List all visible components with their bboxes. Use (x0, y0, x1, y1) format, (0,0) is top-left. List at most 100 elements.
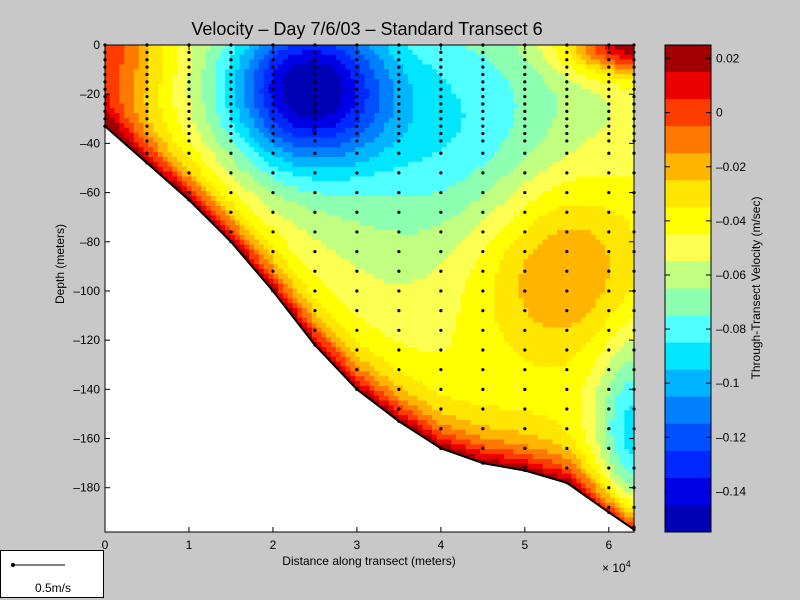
contour-cell (465, 93, 472, 100)
contour-cell (138, 54, 145, 61)
contour-cell (302, 93, 308, 100)
contour-cell (369, 327, 375, 333)
contour-cell (292, 239, 298, 246)
contour-cell (364, 88, 371, 95)
contour-cell (374, 337, 380, 343)
contour-cell (105, 79, 111, 85)
contour-cell (282, 264, 289, 270)
contour-cell (191, 118, 197, 124)
contour-cell (494, 147, 500, 153)
contour-cell (427, 249, 433, 256)
contour-cell (364, 303, 371, 309)
contour-cell (355, 225, 361, 231)
contour-cell (403, 49, 409, 56)
contour-cell (129, 83, 135, 90)
contour-cell (484, 371, 491, 377)
contour-cell (470, 361, 476, 368)
contour-cell (422, 400, 428, 406)
contour-cell (138, 88, 145, 95)
contour-cell (278, 93, 284, 100)
contour-cell (210, 152, 217, 158)
contour-cell (494, 161, 500, 168)
contour-cell (234, 74, 241, 80)
contour-cell (417, 244, 423, 251)
contour-cell (186, 98, 193, 105)
contour-cell (215, 49, 222, 56)
contour-cell (210, 191, 217, 197)
contour-cell (249, 195, 255, 202)
contour-cell (451, 269, 457, 275)
contour-cell (460, 312, 467, 319)
contour-cell (302, 166, 308, 173)
contour-cell (432, 376, 438, 382)
contour-cell (355, 381, 361, 387)
contour-cell (393, 390, 399, 397)
contour-cell (129, 137, 135, 143)
contour-cell (287, 273, 294, 280)
contour-cell (504, 249, 510, 256)
contour-cell (306, 269, 313, 275)
contour-cell (162, 132, 169, 139)
contour-cell (432, 366, 438, 372)
contour-cell (398, 244, 404, 251)
contour-cell (494, 157, 500, 163)
contour-cell (331, 49, 337, 56)
contour-cell (508, 215, 515, 221)
contour-cell (335, 79, 342, 85)
contour-cell (417, 132, 423, 139)
contour-cell (460, 303, 467, 309)
contour-cell (407, 45, 414, 51)
contour-cell (282, 88, 289, 95)
contour-cell (427, 230, 433, 236)
contour-cell (244, 181, 250, 187)
contour-cell (456, 186, 462, 192)
contour-cell (143, 147, 149, 153)
contour-cell (465, 419, 472, 426)
contour-cell (273, 137, 279, 143)
contour-cell (383, 79, 390, 85)
contour-cell (508, 395, 515, 402)
contour-cell (335, 273, 342, 280)
contour-cell (105, 45, 111, 51)
contour-cell (364, 225, 371, 231)
contour-cell (225, 108, 231, 114)
contour-cell (484, 312, 491, 319)
contour-cell (513, 45, 520, 51)
contour-cell (196, 191, 202, 197)
contour-cell (398, 376, 404, 382)
contour-cell (436, 259, 443, 265)
contour-cell (350, 264, 356, 270)
contour-cell (398, 103, 404, 109)
contour-cell (417, 49, 423, 56)
contour-cell (489, 346, 496, 353)
contour-cell (167, 69, 173, 75)
contour-cell (456, 356, 462, 363)
contour-cell (484, 449, 491, 455)
contour-cell (230, 49, 236, 56)
contour-cell (359, 200, 366, 207)
contour-cell (254, 215, 260, 221)
contour-cell (234, 113, 241, 119)
contour-cell (436, 142, 443, 148)
contour-cell (273, 142, 279, 148)
contour-cell (513, 137, 520, 143)
contour-cell (403, 322, 409, 329)
contour-cell (407, 200, 414, 207)
contour-cell (393, 161, 399, 168)
contour-cell (427, 259, 433, 265)
contour-cell (451, 410, 457, 416)
contour-cell (263, 166, 270, 173)
contour-cell (345, 88, 351, 95)
contour-cell (470, 225, 476, 231)
contour-cell (201, 181, 207, 187)
contour-cell (355, 171, 361, 178)
contour-cell (412, 342, 419, 348)
contour-cell (504, 405, 510, 411)
contour-cell (508, 69, 515, 75)
contour-cell (364, 195, 371, 202)
contour-cell (383, 166, 390, 173)
contour-cell (239, 152, 246, 158)
contour-cell (427, 327, 433, 333)
contour-cell (407, 298, 414, 304)
contour-cell (383, 210, 390, 217)
